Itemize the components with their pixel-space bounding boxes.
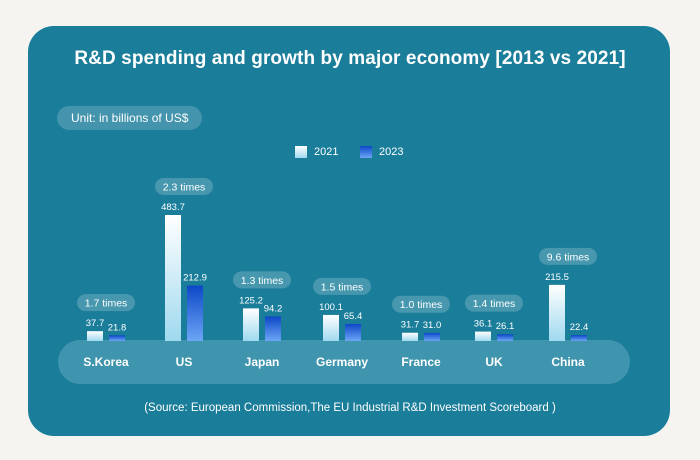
growth-label: 1.0 times [400, 299, 443, 311]
value-label: 37.7 [86, 318, 105, 329]
bar-2023-germany [345, 323, 361, 341]
category-axis-band [58, 340, 630, 384]
legend-item-2021: 2021 [295, 146, 338, 158]
value-label: 22.4 [570, 322, 589, 333]
chart-title: R&D spending and growth by major economy… [74, 48, 626, 69]
growth-badge [313, 277, 371, 295]
growth-label: 9.6 times [547, 251, 590, 263]
unit-label: Unit: in billions of US$ [57, 106, 203, 130]
growth-badge [539, 247, 597, 265]
value-label: 212.9 [183, 273, 207, 284]
category-label: S.Korea [83, 355, 129, 369]
value-label: 26.1 [496, 321, 515, 332]
bar-2021-germany [323, 314, 339, 341]
category-label: France [401, 355, 441, 369]
value-label: 21.8 [108, 322, 127, 333]
bar-2023-china [571, 335, 587, 341]
legend-label-2021: 2021 [314, 146, 339, 158]
growth-label: 1.5 times [321, 281, 364, 293]
bar-2021-us [165, 215, 181, 341]
bar-2021-skorea [87, 331, 103, 341]
growth-label: 2.3 times [163, 182, 206, 194]
bar-2023-us [187, 285, 203, 341]
value-label: 65.4 [344, 311, 363, 322]
growth-label: 1.7 times [85, 298, 128, 310]
growth-badge [465, 294, 523, 312]
growth-badge [155, 178, 213, 195]
bar-2023-france [424, 332, 440, 341]
value-label: 125.2 [239, 295, 263, 306]
legend: 2021 2023 [0, 146, 700, 164]
bar-2021-france [402, 332, 418, 341]
bar-2023-japan [265, 316, 281, 341]
legend-label-2023: 2023 [379, 146, 404, 158]
bar-2021-uk [475, 331, 491, 341]
value-label: 36.1 [474, 319, 493, 330]
legend-swatch-2021 [295, 146, 307, 158]
growth-label: 1.4 times [473, 298, 516, 310]
category-label: Germany [316, 355, 368, 369]
bar-2021-japan [243, 308, 259, 341]
category-label: UK [485, 355, 503, 369]
category-label: US [176, 355, 193, 369]
value-label: 31.7 [401, 320, 420, 331]
legend-item-2023: 2023 [360, 146, 403, 158]
value-label: 100.1 [319, 302, 343, 313]
bar-2021-china [549, 284, 565, 341]
value-label: 31.0 [423, 320, 442, 331]
bar-2023-uk [497, 334, 513, 341]
category-label: China [551, 355, 585, 369]
category-label: Japan [245, 355, 280, 369]
source-note: (Source: European Commission,The EU Indu… [144, 402, 556, 414]
value-label: 94.2 [264, 303, 283, 314]
value-label: 215.5 [545, 272, 569, 283]
legend-swatch-2023 [360, 146, 372, 158]
growth-badge [233, 271, 291, 289]
bar-2023-skorea [109, 335, 125, 341]
bars-group: 37.7 21.8 1.7 times S.Korea 483.7 212.9 2.3 ti… [77, 178, 597, 369]
growth-badge [77, 294, 135, 312]
growth-badge [392, 295, 450, 313]
value-label: 483.7 [161, 202, 185, 213]
growth-label: 1.3 times [241, 275, 284, 287]
